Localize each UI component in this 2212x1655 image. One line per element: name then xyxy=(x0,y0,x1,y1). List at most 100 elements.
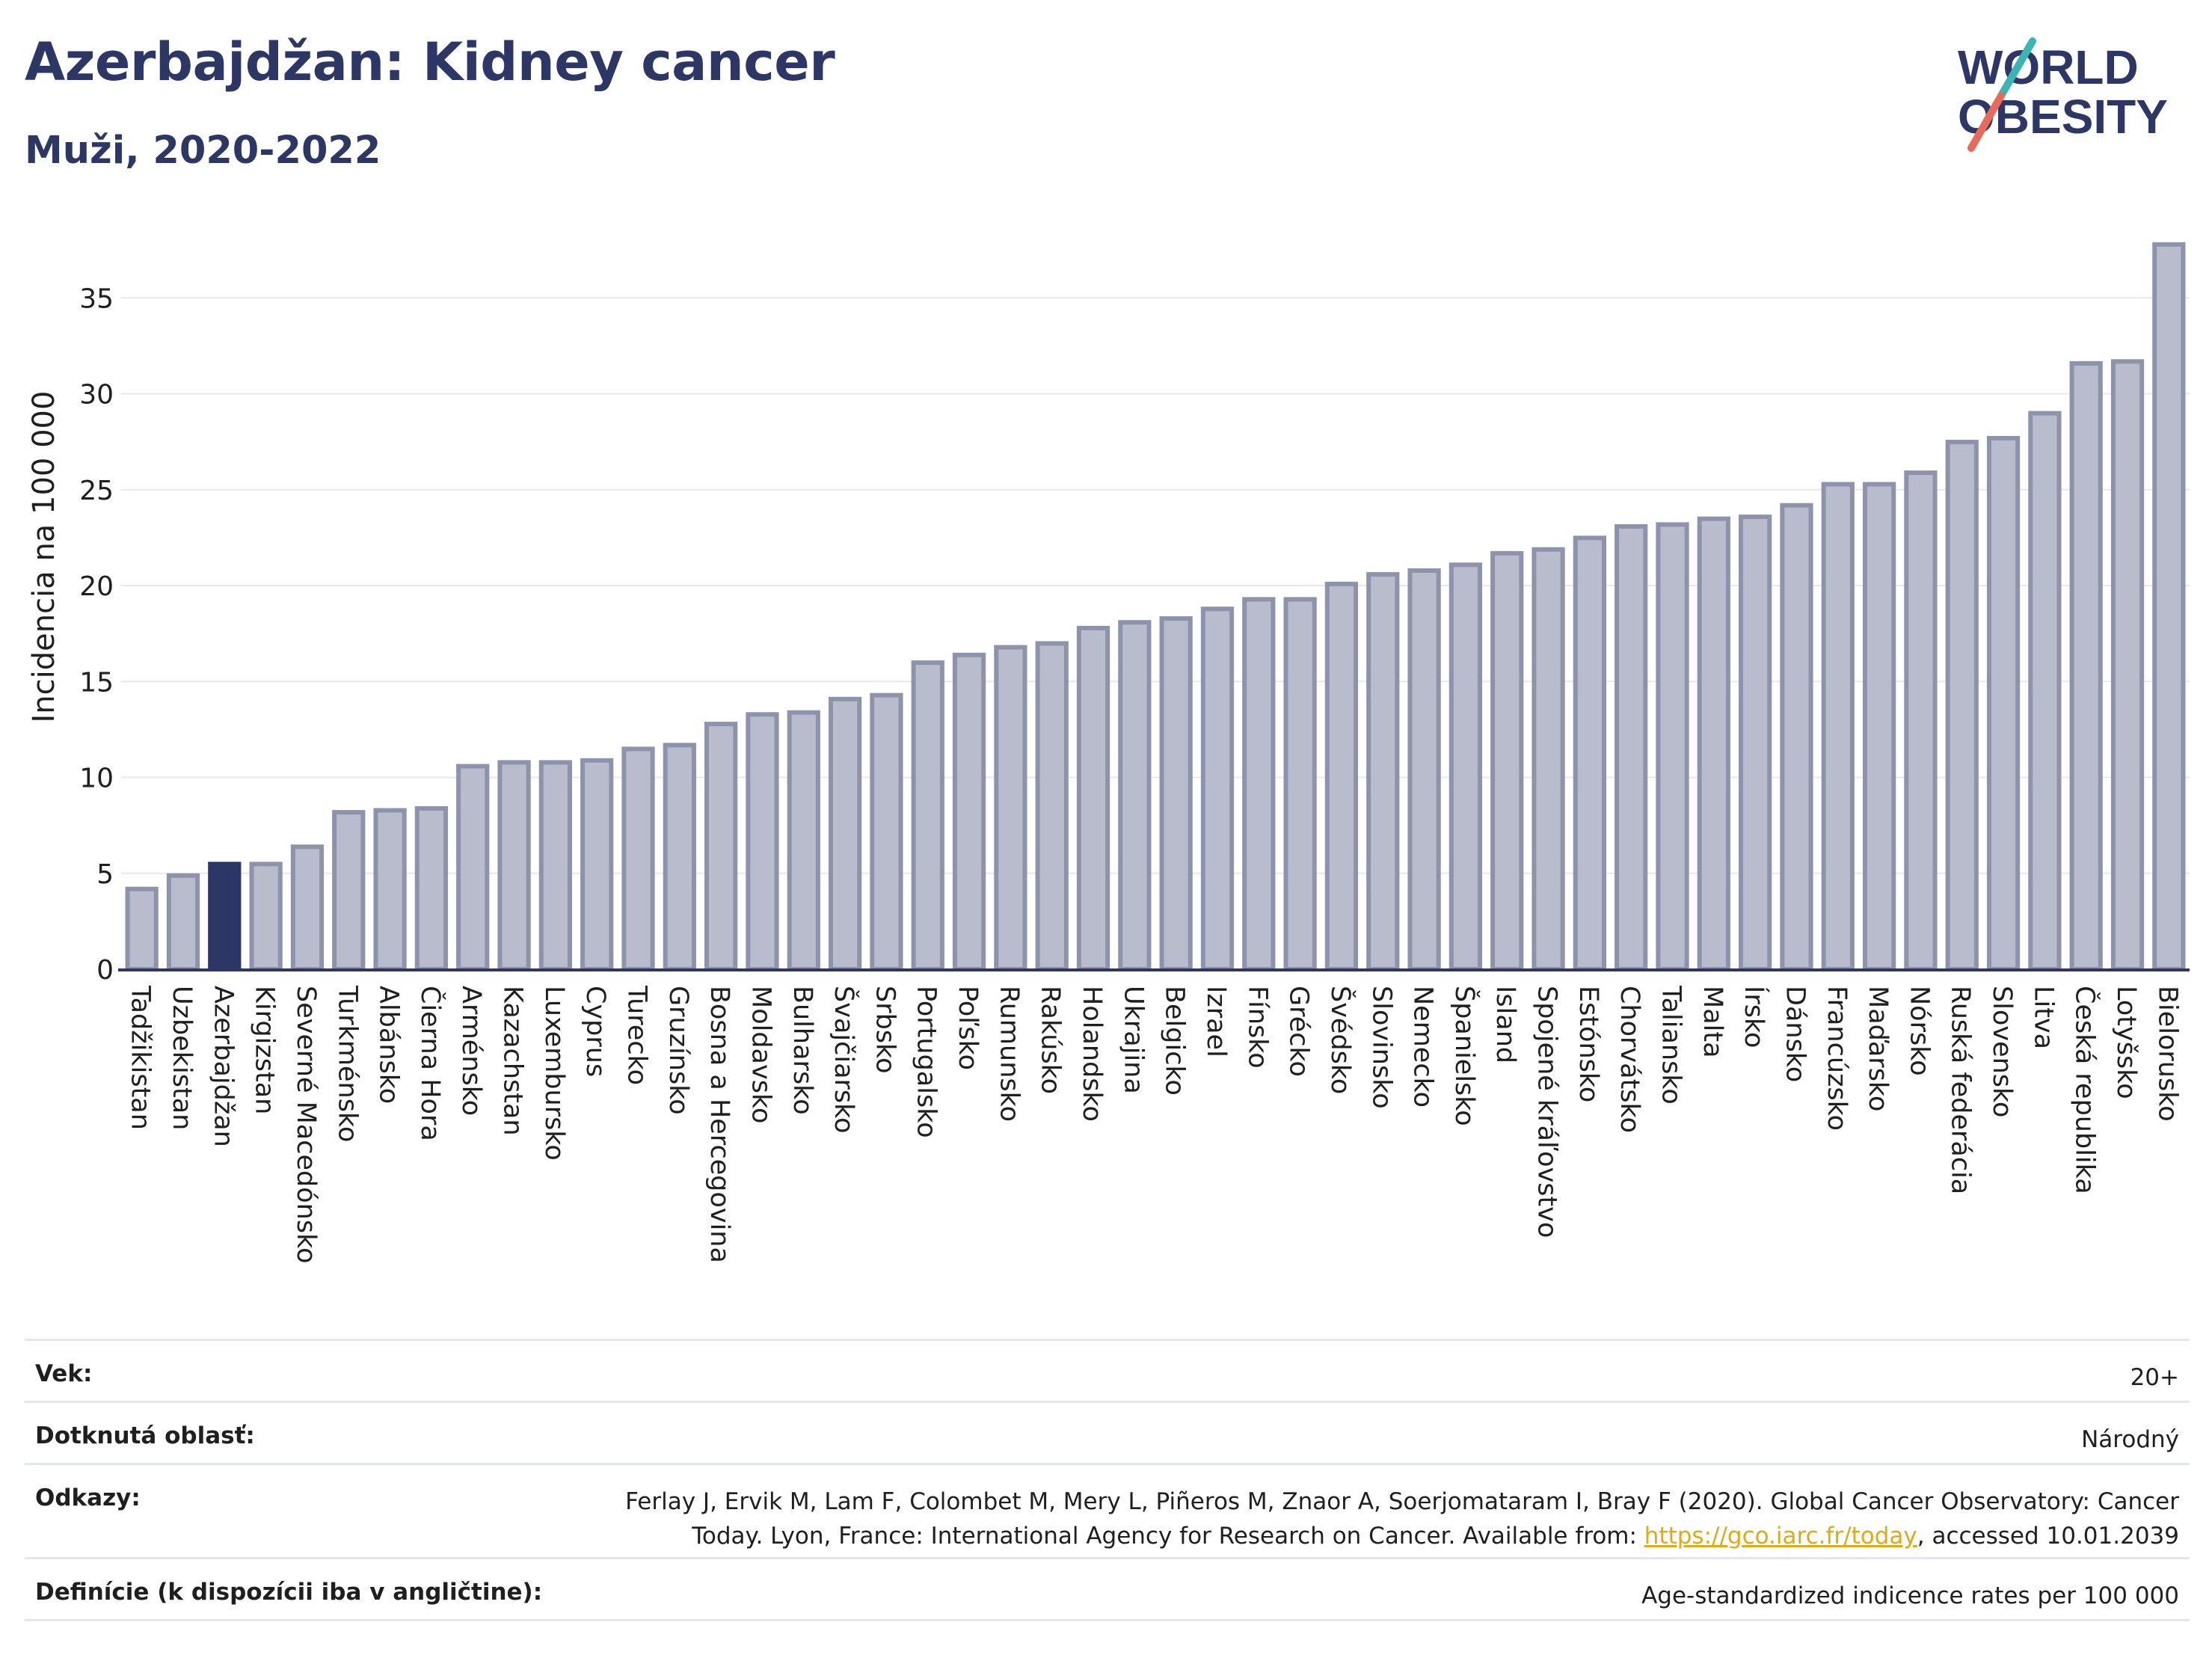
bar xyxy=(1573,535,1606,971)
y-tick-label: 5 xyxy=(96,859,114,890)
references-value: Ferlay J, Ervik M, Lam F, Colombet M, Me… xyxy=(625,1465,2179,1553)
bar-chart: 0 5 10 15 20 25 30 35 Tadžikistan Uzbekistan Azer… xyxy=(27,242,2190,1264)
x-tick-label: Spojené kráľovstvo xyxy=(1532,986,1562,1238)
x-tick-label: Chorvátsko xyxy=(1615,986,1644,1133)
logo-line1: WORLD xyxy=(1958,40,2139,94)
references-link[interactable]: https://gco.iarc.fr/today xyxy=(1644,1523,1917,1550)
bar xyxy=(373,808,407,972)
x-tick-label: Holandsko xyxy=(1077,986,1107,1122)
x-tick-label: Portugalsko xyxy=(912,986,941,1138)
bar xyxy=(1242,597,1276,971)
x-tick-label: Bulharsko xyxy=(787,986,817,1115)
bar xyxy=(663,743,696,972)
bar xyxy=(1035,641,1069,971)
x-tick-label: Rakúsko xyxy=(1036,986,1066,1094)
chart-subtitle: Muži, 2020-2022 xyxy=(25,129,381,173)
x-tick-label: Belgicko xyxy=(1160,986,1190,1096)
area-value: Národný xyxy=(2081,1426,2179,1453)
bar xyxy=(1615,523,1648,971)
x-tick-label: Izrael xyxy=(1201,986,1231,1057)
meta-row-references: Odkazy: Ferlay J, Ervik M, Lam F, Colomb… xyxy=(25,1463,2190,1557)
bar xyxy=(621,746,655,972)
bar xyxy=(1986,435,2021,971)
bar xyxy=(456,764,490,972)
bar xyxy=(1945,440,1979,971)
world-obesity-logo: WORLD OBESITY xyxy=(1958,37,2168,152)
chart-title: Azerbajdžan: Kidney cancer xyxy=(25,31,835,93)
bar xyxy=(497,760,531,971)
bar xyxy=(1739,515,1772,971)
bar xyxy=(1076,625,1110,971)
bar xyxy=(1407,568,1441,971)
bar xyxy=(2028,411,2062,971)
bar xyxy=(828,696,862,972)
x-tick-label: Uzbekistan xyxy=(167,986,197,1130)
bar xyxy=(994,645,1027,971)
x-tick-label: Turecko xyxy=(622,985,652,1085)
x-tick-label: Grécko xyxy=(1284,986,1314,1077)
y-tick-label: 35 xyxy=(79,283,114,314)
definitions-label: Definície (k dispozícii iba v angličtine… xyxy=(35,1579,543,1606)
bar xyxy=(249,862,283,971)
bar xyxy=(2069,360,2103,971)
bars xyxy=(125,242,2186,972)
bar xyxy=(787,710,820,971)
bar xyxy=(911,660,944,971)
x-tick-label: Slovensko xyxy=(1987,986,2017,1117)
age-label: Vek: xyxy=(35,1360,93,1387)
definitions-value: Age-standardized indicence rates per 100… xyxy=(1641,1582,2179,1609)
age-value: 20+ xyxy=(2130,1364,2179,1391)
y-tick-label: 25 xyxy=(79,476,114,506)
x-tick-label: Rumunsko xyxy=(994,986,1024,1122)
x-tick-label: Dánsko xyxy=(1780,986,1810,1082)
bar xyxy=(125,886,159,971)
bar xyxy=(1118,620,1152,971)
x-tick-label: Cyprus xyxy=(580,986,610,1077)
x-tick-label: Azerbajdžan xyxy=(208,986,238,1147)
bar xyxy=(1324,581,1359,971)
x-tick-label: Česká republika xyxy=(2070,986,2101,1194)
bar xyxy=(704,722,738,971)
x-tick-label: Island xyxy=(1490,986,1520,1063)
x-tick-label: Nórsko xyxy=(1904,986,1934,1076)
x-tick-label: Srbsko xyxy=(870,986,900,1074)
y-tick-label: 0 xyxy=(96,955,114,986)
bar xyxy=(290,844,325,972)
bar xyxy=(952,652,986,972)
references-label: Odkazy: xyxy=(35,1484,141,1511)
x-tick-label: Severné Macedónsko xyxy=(291,986,321,1264)
y-axis-ticks: 0 5 10 15 20 25 30 35 xyxy=(79,283,114,986)
x-tick-label: Švédsko xyxy=(1325,986,1357,1094)
x-tick-label: Gruzínsko xyxy=(663,986,693,1115)
bar xyxy=(1283,597,1317,971)
bar xyxy=(414,805,449,971)
x-tick-label: Lotyšsko xyxy=(2111,986,2141,1099)
x-tick-label: Estónsko xyxy=(1573,986,1603,1102)
bar xyxy=(1159,616,1193,971)
x-tick-label: Litva xyxy=(2028,986,2058,1049)
bar xyxy=(1862,482,1896,971)
meta-row-definitions: Definície (k dispozícii iba v angličtine… xyxy=(25,1557,2190,1619)
bar xyxy=(1366,572,1400,971)
meta-row-age: Vek: 20+ xyxy=(25,1339,2190,1401)
metadata-table: Vek: 20+ Dotknutá oblasť: Národný Odkazy… xyxy=(25,1339,2190,1621)
area-label: Dotknutá oblasť: xyxy=(35,1422,255,1449)
x-tick-label: Kazachstan xyxy=(498,986,528,1136)
x-tick-label: Kirgizstan xyxy=(250,986,280,1114)
references-line1: Ferlay J, Ervik M, Lam F, Colombet M, Me… xyxy=(625,1488,2179,1515)
references-line2-text: Today. Lyon, France: International Agenc… xyxy=(692,1523,1644,1550)
meta-bottom-rule xyxy=(25,1619,2190,1621)
bar xyxy=(1448,562,1483,971)
bar xyxy=(1904,470,1938,971)
x-tick-label: Slovinsko xyxy=(1366,986,1396,1109)
x-tick-label: Taliansko xyxy=(1656,985,1686,1105)
x-tick-label: Ukrajina xyxy=(1118,986,1148,1094)
bar xyxy=(870,693,903,971)
bar xyxy=(2110,359,2145,971)
bar xyxy=(1780,503,1813,971)
bar xyxy=(1656,522,1689,971)
bar xyxy=(538,760,572,971)
x-tick-label: Albánsko xyxy=(374,986,404,1104)
bar xyxy=(1821,482,1855,971)
x-tick-label: Fínsko xyxy=(1242,986,1272,1069)
